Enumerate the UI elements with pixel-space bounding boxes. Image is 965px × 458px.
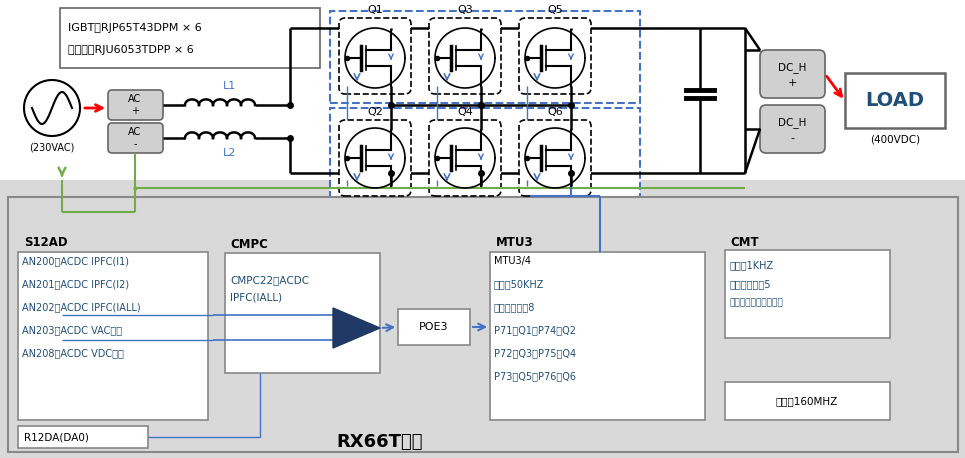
Text: P71：Q1，P74：Q2: P71：Q1，P74：Q2 xyxy=(494,325,576,335)
FancyBboxPatch shape xyxy=(330,11,640,103)
FancyBboxPatch shape xyxy=(429,120,501,196)
FancyBboxPatch shape xyxy=(725,250,890,338)
Text: Q4: Q4 xyxy=(457,107,473,117)
Text: (230VAC): (230VAC) xyxy=(29,143,74,153)
FancyBboxPatch shape xyxy=(225,253,380,373)
Text: Q6: Q6 xyxy=(547,107,563,117)
Text: +: + xyxy=(787,78,797,88)
FancyBboxPatch shape xyxy=(108,90,163,120)
FancyBboxPatch shape xyxy=(8,197,958,452)
FancyBboxPatch shape xyxy=(398,309,470,345)
Text: MTU3/4: MTU3/4 xyxy=(494,256,531,266)
Text: AN203：ACDC VAC输入: AN203：ACDC VAC输入 xyxy=(22,325,123,335)
Text: LOAD: LOAD xyxy=(866,92,924,110)
Text: L2: L2 xyxy=(223,148,236,158)
Text: MTU3: MTU3 xyxy=(496,236,534,250)
FancyBboxPatch shape xyxy=(0,180,965,458)
Text: （控制环，如慢序列）: （控制环，如慢序列） xyxy=(730,299,784,307)
Text: Q1: Q1 xyxy=(367,5,383,15)
Text: AN200：ACDC IPFC(I1): AN200：ACDC IPFC(I1) xyxy=(22,256,129,266)
Text: IGBT：RJP65T43DPM × 6: IGBT：RJP65T43DPM × 6 xyxy=(68,23,202,33)
Text: P72：Q3，P75：Q4: P72：Q3，P75：Q4 xyxy=(494,348,576,358)
Text: 时钟＝160MHZ: 时钟＝160MHZ xyxy=(776,396,839,406)
FancyBboxPatch shape xyxy=(429,18,501,94)
FancyBboxPatch shape xyxy=(519,120,591,196)
Text: CMT: CMT xyxy=(730,236,758,250)
Text: IPFC(IALL): IPFC(IALL) xyxy=(230,293,282,303)
FancyBboxPatch shape xyxy=(60,8,320,68)
Text: 中断优先级：5: 中断优先级：5 xyxy=(730,279,771,289)
Text: AN201：ACDC IPFC(I2): AN201：ACDC IPFC(I2) xyxy=(22,279,129,289)
Text: Q2: Q2 xyxy=(367,107,383,117)
FancyBboxPatch shape xyxy=(0,0,965,180)
Text: AC
+: AC + xyxy=(128,94,142,116)
FancyBboxPatch shape xyxy=(519,18,591,94)
Text: AC
-: AC - xyxy=(128,127,142,149)
FancyBboxPatch shape xyxy=(760,105,825,153)
Text: RX66T系列: RX66T系列 xyxy=(337,433,424,451)
Text: P73：Q5，P76：Q6: P73：Q5，P76：Q6 xyxy=(494,371,576,381)
FancyBboxPatch shape xyxy=(339,120,411,196)
Polygon shape xyxy=(333,308,380,348)
FancyBboxPatch shape xyxy=(330,108,640,200)
FancyBboxPatch shape xyxy=(18,426,148,448)
Text: Q5: Q5 xyxy=(547,5,563,15)
FancyBboxPatch shape xyxy=(845,73,945,128)
FancyBboxPatch shape xyxy=(18,252,208,420)
Text: DC_H: DC_H xyxy=(778,118,806,128)
Text: -: - xyxy=(790,133,794,143)
FancyBboxPatch shape xyxy=(490,252,705,420)
Text: 二极管：RJU6053TDPP × 6: 二极管：RJU6053TDPP × 6 xyxy=(68,45,194,55)
FancyBboxPatch shape xyxy=(339,18,411,94)
Text: (400VDC): (400VDC) xyxy=(869,135,920,145)
Text: L1: L1 xyxy=(223,81,236,91)
Text: CMPC22：ACDC: CMPC22：ACDC xyxy=(230,275,309,285)
Text: 中断优先级：8: 中断优先级：8 xyxy=(494,302,536,312)
FancyBboxPatch shape xyxy=(760,50,825,98)
Text: 载波：50KHZ: 载波：50KHZ xyxy=(494,279,544,289)
Text: Q3: Q3 xyxy=(457,5,473,15)
Text: CMPC: CMPC xyxy=(230,239,268,251)
FancyBboxPatch shape xyxy=(108,123,163,153)
Text: DC_H: DC_H xyxy=(778,63,806,73)
Text: 载波：1KHZ: 载波：1KHZ xyxy=(730,260,774,270)
Text: POE3: POE3 xyxy=(419,322,449,332)
Text: R12DA(DA0): R12DA(DA0) xyxy=(24,432,89,442)
Text: AN208：ACDC VDC输出: AN208：ACDC VDC输出 xyxy=(22,348,124,358)
FancyBboxPatch shape xyxy=(725,382,890,420)
Text: AN202：ACDC IPFC(IALL): AN202：ACDC IPFC(IALL) xyxy=(22,302,141,312)
Text: S12AD: S12AD xyxy=(24,236,68,250)
